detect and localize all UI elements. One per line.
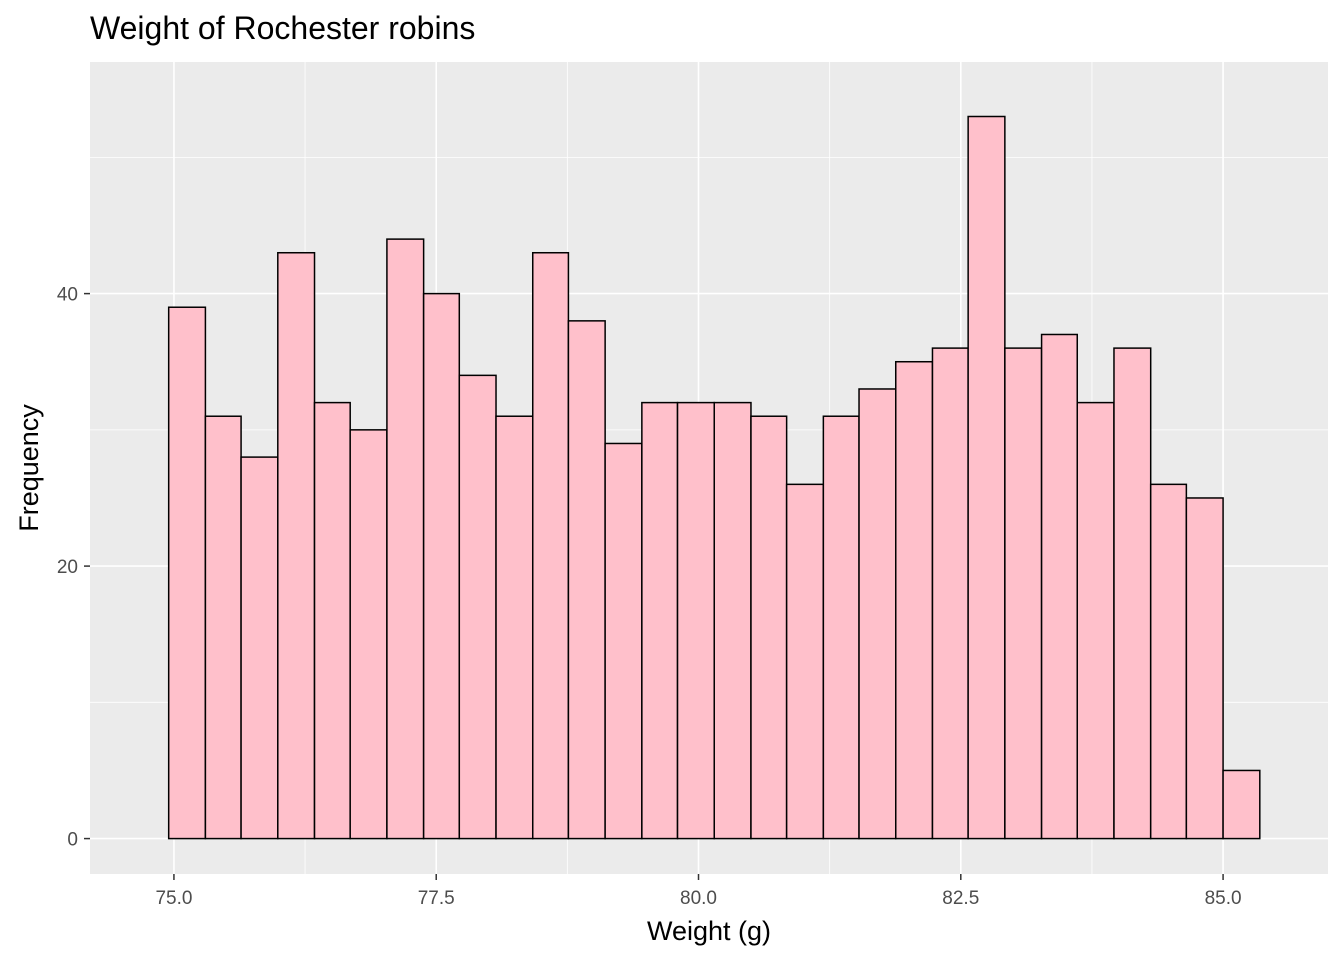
- histogram-bar-28: [1185, 497, 1224, 840]
- y-tick-label-1: 20: [57, 557, 78, 578]
- y-axis-title: Frequency: [14, 404, 44, 532]
- histogram-bar-13: [641, 401, 679, 840]
- histogram-bar-23: [1004, 347, 1043, 840]
- histogram-bar-1: [204, 415, 242, 840]
- histogram-bar-25: [1076, 401, 1115, 840]
- histogram-bar-20: [894, 360, 934, 840]
- histogram-bar-15: [713, 401, 752, 840]
- histogram-bar-6: [386, 238, 425, 840]
- histogram-bar-12: [604, 442, 643, 840]
- histogram-bar-9: [495, 415, 534, 840]
- histogram-bar-21: [931, 347, 969, 840]
- histogram-bar-29: [1222, 769, 1261, 840]
- y-axis-ticks: 0 20 40: [57, 285, 90, 851]
- histogram-bar-8: [458, 374, 497, 840]
- histogram-bar-0: [167, 306, 207, 840]
- histogram-bar-19: [858, 388, 897, 840]
- chart-title: Weight of Rochester robins: [90, 10, 476, 46]
- histogram-bar-26: [1113, 347, 1152, 840]
- histogram-bar-3: [277, 251, 316, 840]
- histogram-bar-18: [822, 415, 860, 840]
- histogram-bar-2: [240, 456, 279, 840]
- y-tick-label-2: 40: [57, 285, 78, 306]
- histogram-bar-14: [676, 401, 715, 840]
- histogram-bar-4: [313, 401, 351, 840]
- histogram-bar-24: [1040, 333, 1079, 840]
- x-tick-label-1: 77.5: [418, 888, 455, 909]
- x-tick-label-4: 85.0: [1205, 888, 1242, 909]
- histogram-bars: [167, 115, 1261, 840]
- histogram-bar-27: [1149, 483, 1188, 840]
- x-tick-label-3: 82.5: [942, 888, 979, 909]
- x-axis-title: Weight (g): [647, 916, 771, 946]
- x-tick-label-0: 75.0: [155, 888, 192, 909]
- x-tick-label-2: 80.0: [680, 888, 717, 909]
- histogram-bar-10: [531, 251, 570, 840]
- histogram-bar-5: [349, 429, 388, 840]
- histogram-bar-7: [422, 292, 461, 840]
- y-tick-label-0: 0: [67, 830, 78, 851]
- histogram-bar-16: [750, 415, 788, 840]
- histogram-bar-11: [567, 320, 606, 840]
- histogram-bar-22: [967, 115, 1006, 840]
- x-axis-ticks: 75.0 77.5 80.0 82.5 85.0: [155, 874, 1242, 909]
- histogram-bar-17: [785, 483, 825, 840]
